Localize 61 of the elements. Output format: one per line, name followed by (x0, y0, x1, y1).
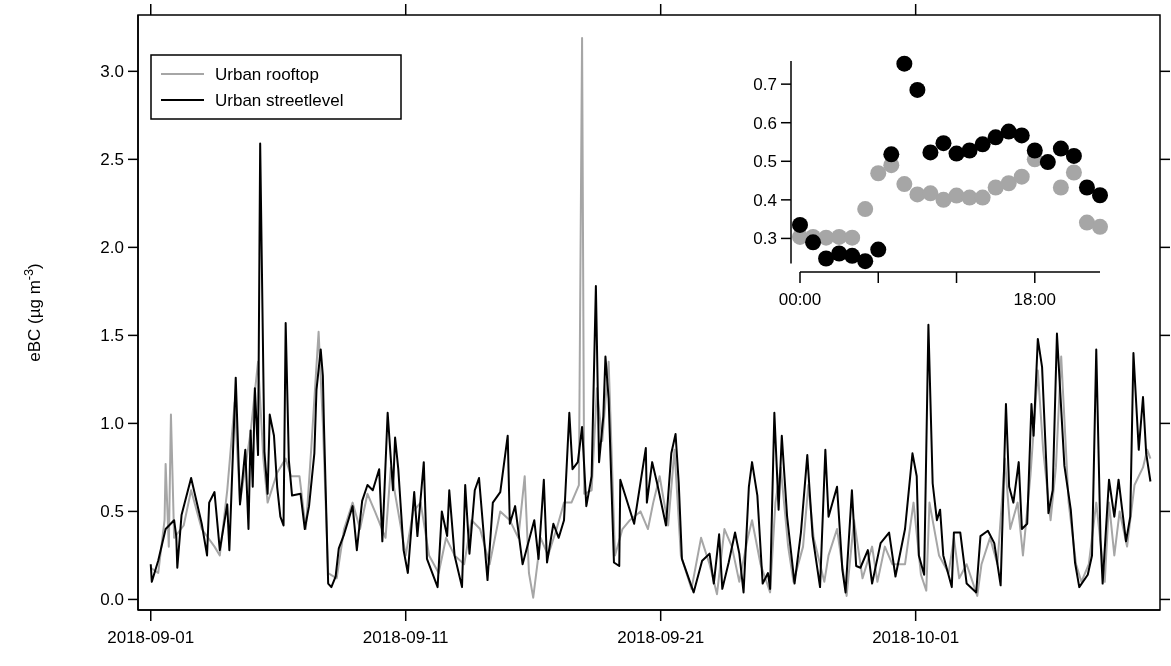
y-tick-label: 0.3 (753, 229, 777, 249)
y-tick-label: 0.6 (753, 113, 777, 133)
line-series (149, 142, 1152, 594)
point (909, 81, 926, 98)
legend-label: Urban rooftop (215, 64, 319, 84)
point (896, 55, 913, 72)
x-tick-label: 2018-09-11 (362, 628, 449, 647)
point (1078, 214, 1095, 231)
y-tick-label: 3.0 (100, 62, 124, 82)
point (987, 179, 1004, 196)
y-tick-label: 2.0 (100, 238, 124, 258)
point (1000, 123, 1017, 140)
point (1039, 154, 1056, 171)
point (1000, 175, 1017, 192)
point (935, 191, 952, 208)
point (1052, 140, 1069, 157)
point (1013, 127, 1030, 144)
x-tick-label: 18:00 (1013, 290, 1057, 309)
point (1026, 142, 1043, 159)
point (974, 136, 991, 153)
point (792, 216, 808, 233)
point (883, 146, 900, 163)
y-tick-label: 0.5 (753, 152, 777, 172)
y-tick-label: 0.4 (753, 190, 777, 210)
legend-label: Urban streetlevel (215, 90, 344, 110)
point (831, 228, 848, 245)
point (857, 253, 874, 270)
point (1052, 179, 1069, 196)
point (870, 241, 887, 258)
y-tick-label: 0.7 (753, 75, 777, 95)
point (974, 189, 991, 206)
y-tick-label: 0.0 (100, 590, 124, 610)
point (818, 250, 835, 267)
x-tick-label: 00:00 (778, 290, 822, 309)
y-tick-label: 0.5 (100, 502, 124, 522)
point (896, 176, 913, 193)
y-tick-label: 2.5 (100, 150, 124, 170)
point (844, 247, 861, 264)
point (961, 142, 978, 159)
x-tick-label: 2018-09-21 (617, 628, 705, 647)
point (935, 135, 952, 152)
point (1013, 168, 1030, 185)
point (805, 234, 822, 251)
x-tick-label: 2018-09-01 (107, 628, 195, 647)
line-series (149, 36, 1152, 599)
point (987, 129, 1004, 146)
point (1065, 147, 1082, 164)
point (1078, 179, 1095, 196)
point (857, 201, 874, 218)
point (922, 185, 939, 202)
point (948, 145, 965, 162)
point (844, 229, 861, 246)
point (1092, 218, 1108, 235)
y-tick-label: 1.5 (100, 326, 124, 346)
point (831, 245, 848, 262)
point (1065, 164, 1082, 181)
point (870, 165, 887, 182)
point (922, 144, 939, 161)
y-tick-label: 1.0 (100, 414, 124, 434)
x-tick-label: 2018-10-01 (872, 628, 960, 647)
point (1092, 187, 1108, 204)
